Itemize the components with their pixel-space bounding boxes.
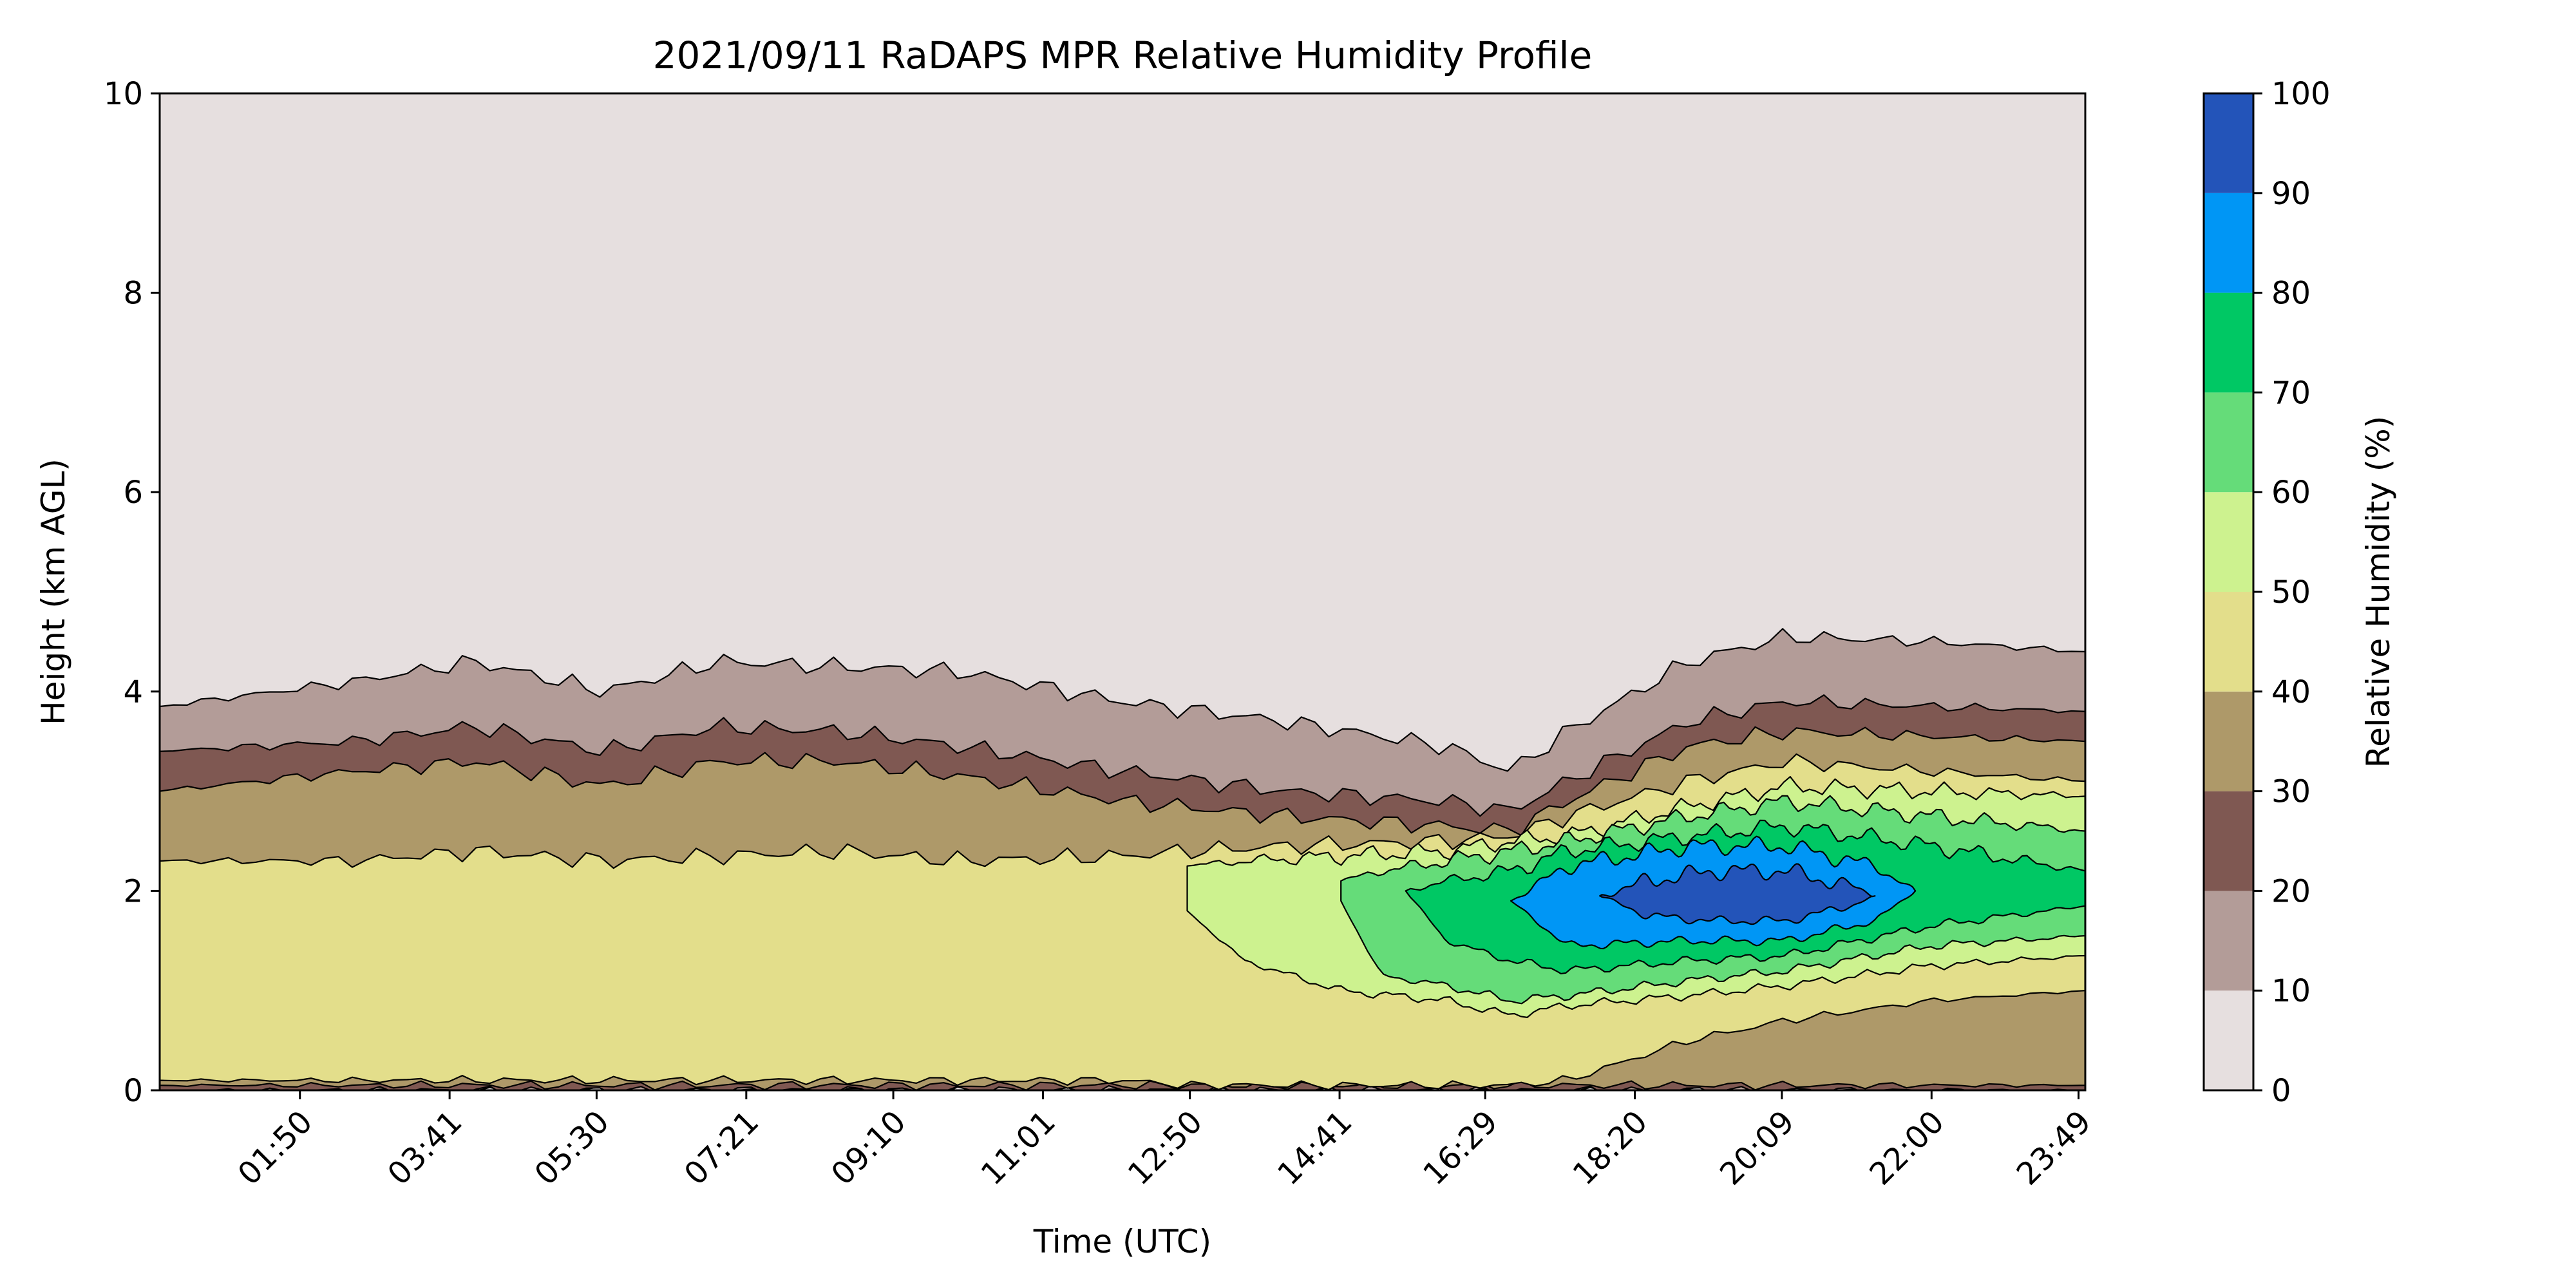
colorbar-tick-label: 20 <box>2271 873 2311 909</box>
colorbar-segment-60-70 <box>2204 392 2253 493</box>
colorbar-segment-30-40 <box>2204 691 2253 791</box>
x-tick-label: 09:10 <box>824 1104 913 1192</box>
y-tick-label: 2 <box>123 873 143 909</box>
colorbar-segment-40-50 <box>2204 592 2253 692</box>
colorbar-tick-label: 0 <box>2271 1073 2291 1109</box>
colorbar-segment-70-80 <box>2204 292 2253 393</box>
colorbar-segment-90-100 <box>2204 93 2253 193</box>
y-tick-label: 4 <box>123 674 143 710</box>
colorbar-tick-label: 50 <box>2271 574 2311 611</box>
colorbar: 0 10 20 30 40 50 60 70 80 90 100 <box>2202 76 2331 1109</box>
x-axis-ticks: 01:50 03:41 05:30 07:21 09:10 11:01 12:50 14:41… <box>231 1090 2098 1192</box>
colorbar-label: Relative Humidity (%) <box>2360 416 2397 768</box>
colorbar-tick-label: 60 <box>2271 475 2311 511</box>
x-axis-label: Time (UTC) <box>1033 1223 1211 1260</box>
colorbar-segment-0-10 <box>2204 990 2253 1090</box>
colorbar-tick-label: 90 <box>2271 176 2311 212</box>
x-tick-label: 23:49 <box>2010 1104 2098 1192</box>
y-axis-ticks: 0 2 4 6 8 10 <box>104 76 160 1109</box>
x-tick-label: 03:41 <box>381 1104 469 1192</box>
colorbar-tick-label: 10 <box>2271 973 2311 1009</box>
y-axis-label: Height (km AGL) <box>35 459 72 725</box>
x-tick-label: 12:50 <box>1121 1104 1209 1192</box>
y-tick-label: 6 <box>123 475 143 511</box>
colorbar-tick-label: 30 <box>2271 774 2311 810</box>
x-tick-label: 18:20 <box>1566 1104 1654 1192</box>
x-tick-label: 14:41 <box>1271 1104 1359 1192</box>
colorbar-tick-label: 40 <box>2271 674 2311 710</box>
y-tick-label: 10 <box>104 76 143 112</box>
colorbar-tick-label: 70 <box>2271 375 2311 411</box>
x-tick-label: 20:09 <box>1713 1104 1801 1192</box>
colorbar-segment-50-60 <box>2204 492 2253 592</box>
x-tick-label: 01:50 <box>231 1104 319 1192</box>
colorbar-tick-label: 80 <box>2271 276 2311 312</box>
colorbar-segment-80-90 <box>2204 193 2253 293</box>
x-tick-label: 05:30 <box>527 1104 616 1192</box>
colorbar-segment-10-20 <box>2204 891 2253 991</box>
x-tick-label: 22:00 <box>1862 1104 1951 1192</box>
colorbar-segment-20-30 <box>2204 791 2253 891</box>
x-tick-label: 11:01 <box>974 1104 1063 1192</box>
y-tick-label: 0 <box>123 1073 143 1109</box>
plot-area <box>160 93 2085 1090</box>
colorbar-tick-label: 100 <box>2271 76 2331 112</box>
y-tick-label: 8 <box>123 276 143 312</box>
plot-frame <box>158 92 2087 1092</box>
chart-title: 2021/09/11 RaDAPS MPR Relative Humidity … <box>653 33 1593 77</box>
rh-band-90-100 <box>1599 863 1876 925</box>
x-tick-label: 07:21 <box>677 1104 766 1192</box>
x-tick-label: 16:29 <box>1416 1104 1504 1192</box>
